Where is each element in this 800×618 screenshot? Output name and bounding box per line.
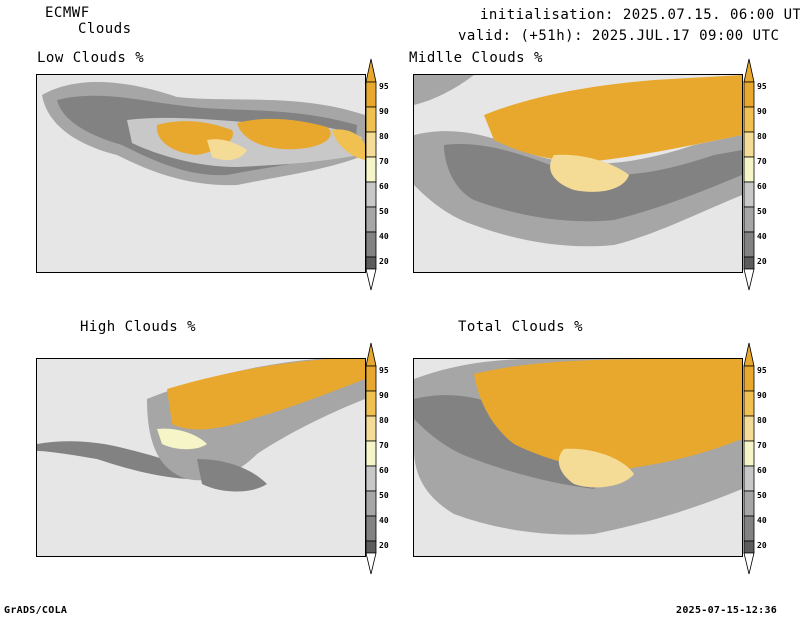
init-time: initialisation: 2025.07.15. 06:00 UTC [480,7,800,23]
product-name: Clouds [78,21,132,37]
cbar-label: 60 [379,182,389,191]
map-panel-high [36,358,366,557]
colorbar-bottom-left: 95 90 80 70 60 50 40 20 [365,342,405,576]
panel-title-total: Total Clouds % [458,319,584,335]
panel-title-low: Low Clouds % [37,50,145,66]
cbar-label: 40 [757,516,767,525]
model-name: ECMWF [45,5,90,21]
cbar-label: 95 [379,82,389,91]
cbar-label: 50 [757,207,767,216]
cbar-label: 95 [757,82,767,91]
cbar-label: 80 [757,132,767,141]
cbar-label: 40 [757,232,767,241]
cbar-label: 50 [757,491,767,500]
panel-title-middle: Midlle Clouds % [409,50,543,66]
map-panel-middle [413,74,743,273]
cbar-label: 40 [379,516,389,525]
panel-title-high: High Clouds % [80,319,197,335]
cbar-label: 20 [757,257,767,266]
cbar-label: 80 [379,416,389,425]
cbar-label: 95 [379,366,389,375]
colorbar-top-left: 95 90 80 70 60 50 40 20 [365,58,405,292]
cbar-label: 70 [379,157,389,166]
cbar-label: 80 [379,132,389,141]
cbar-label: 20 [379,257,389,266]
map-panel-total [413,358,743,557]
cbar-label: 90 [757,107,767,116]
cbar-label: 60 [757,466,767,475]
colorbar-bottom-right: 95 90 80 70 60 50 40 20 [743,342,783,576]
cbar-label: 90 [757,391,767,400]
cbar-label: 70 [757,441,767,450]
cbar-label: 60 [379,466,389,475]
cbar-label: 50 [379,491,389,500]
cbar-label: 90 [379,391,389,400]
cbar-label: 70 [379,441,389,450]
cbar-label: 90 [379,107,389,116]
cbar-label: 95 [757,366,767,375]
valid-time: valid: (+51h): 2025.JUL.17 09:00 UTC [458,28,780,44]
cbar-label: 40 [379,232,389,241]
cbar-label: 80 [757,416,767,425]
cbar-label: 20 [379,541,389,550]
cbar-label: 70 [757,157,767,166]
map-panel-low [36,74,366,273]
colorbar-top-right: 95 90 80 70 60 50 40 20 [743,58,783,292]
cbar-label: 20 [757,541,767,550]
footer-right: 2025-07-15-12:36 [676,605,778,616]
cbar-label: 50 [379,207,389,216]
cbar-label: 60 [757,182,767,191]
footer-left: GrADS/COLA [4,605,68,616]
